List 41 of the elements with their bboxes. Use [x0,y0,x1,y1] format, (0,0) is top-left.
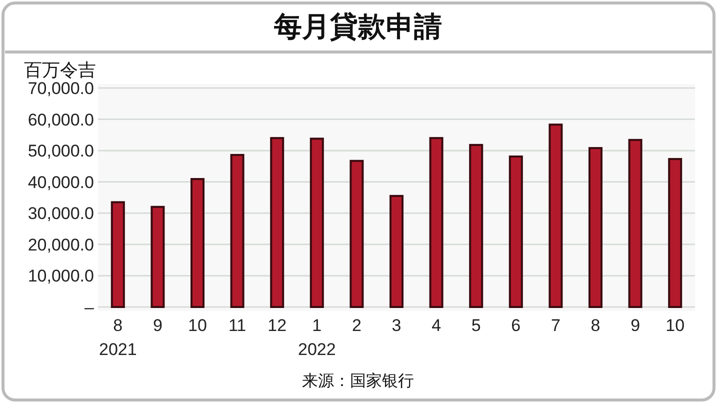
x-tick-label: 10 [666,316,685,335]
bar [350,160,364,308]
bar [390,194,404,308]
source-note: 来源：国家银行 [302,372,414,390]
bar [469,144,484,308]
x-tick-label: 6 [511,316,521,335]
y-tick-label: – [84,298,95,317]
bar [310,138,324,308]
y-tick-label: 30,000.0 [28,204,94,224]
bar [429,137,444,308]
y-tick-label: 40,000.0 [28,172,94,192]
bar [508,156,523,308]
x-tick-label: 3 [392,316,402,335]
x-tick-label: 9 [152,316,162,335]
bar [270,137,284,308]
bar [548,124,563,308]
y-tick-label: 10,000.0 [28,266,94,286]
x-tick-label: 2 [352,316,362,335]
bar [668,158,682,308]
bar [190,178,204,308]
y-tick-label: 60,000.0 [28,110,94,130]
y-tick-label: 20,000.0 [28,235,94,254]
x-tick-label: 8 2021 [98,316,137,359]
x-tick-label: 11 [228,316,246,335]
bar [230,154,244,308]
bar [150,206,165,308]
x-tick-label: 1 2022 [298,316,336,359]
bar [588,147,602,308]
x-tick-label: 8 [590,316,600,335]
x-tick-label: 12 [268,316,287,335]
x-tick-label: 9 [630,316,640,335]
y-tick-label: 70,000.0 [28,79,94,98]
x-tick-label: 5 [471,316,481,335]
bar [110,201,125,308]
bar [628,138,642,308]
y-axis-title: 百万令吉 [24,60,96,80]
x-tick-label: 4 [432,316,442,335]
chart-title: 每月貸款申請 [273,11,442,42]
x-tick-label: 10 [188,316,207,335]
x-tick-label: 7 [550,316,560,335]
y-tick-label: 50,000.0 [28,142,94,161]
